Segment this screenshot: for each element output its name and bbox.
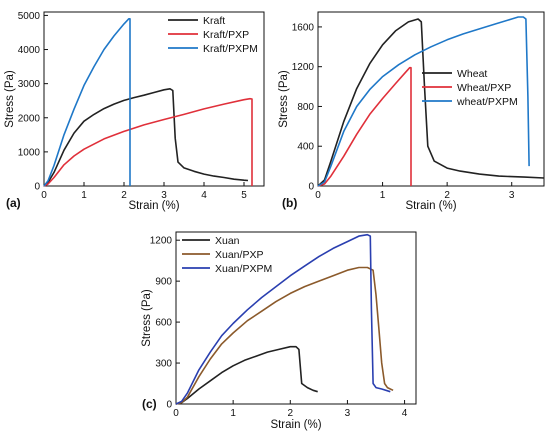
y-tick-label: 1200 [292,62,315,73]
y-tick-label: 3000 [18,79,41,90]
legend-label: wheat/PXPM [456,96,518,108]
legend: Wheat Wheat/PXP wheat/PXPM [422,68,518,108]
x-tick-label: 0 [315,190,321,201]
legend-label: Xuan/PXPM [215,263,272,275]
series-line-kraft-pxpm [43,17,131,187]
legend-label: Wheat/PXP [457,82,511,94]
x-tick-label: 1 [380,190,386,201]
y-tick-label: 4000 [18,45,41,56]
y-tick-label: 0 [308,182,314,193]
x-tick-label: 0 [173,408,179,419]
x-tick-label: 0 [41,190,47,201]
y-tick-label: 1200 [150,236,173,247]
series-line-kraft-pxp [43,97,253,187]
x-tick-label: 3 [345,408,351,419]
y-tick-label: 2000 [18,113,41,124]
y-tick-label: 300 [155,359,172,370]
plot-frame [317,11,545,187]
chart-panel-3: 0 1 2 3 4 0 300 600 900 1200 Strain (%) Stress (Pa)… [141,231,417,431]
y-tick-label: 600 [155,318,172,329]
x-tick-label: 1 [230,408,236,419]
y-tick-label: 800 [297,102,314,113]
x-tick-label: 4 [201,190,207,201]
plot-frame [43,11,265,187]
x-tick-label: 1 [81,190,87,201]
series-line-wheat-pxpm [317,16,530,187]
panel-label: (a) [6,196,21,210]
series-line-wheat-pxp [317,66,412,187]
y-axis-label: Stress (Pa) [278,70,290,128]
y-axis-label: Stress (Pa) [4,70,16,128]
series-line-wheat [317,18,545,187]
legend-label: Kraft/PXPM [203,43,258,55]
plot-frame [175,231,417,405]
x-tick-label: 4 [402,408,408,419]
legend: Xuan Xuan/PXP Xuan/PXPM [182,235,272,275]
panel-label: (c) [142,397,157,411]
x-tick-label: 2 [444,190,450,201]
chart-panel-2: 0 1 2 3 0 400 800 1200 1600 Strain (%) Stress (Pa)… [278,11,545,212]
y-tick-label: 0 [166,400,172,411]
x-tick-label: 3 [161,190,167,201]
y-tick-label: 1000 [18,147,41,158]
x-axis-label: Strain (%) [128,200,179,212]
series-line-xuan [175,345,318,405]
y-tick-label: 0 [34,182,40,193]
x-tick-label: 2 [121,190,127,201]
y-axis-label: Stress (Pa) [141,289,153,347]
y-tick-label: 400 [297,142,314,153]
x-axis-label: Strain (%) [405,200,456,212]
legend: Kraft Kraft/PXP Kraft/PXPM [168,15,258,55]
x-tick-label: 3 [509,190,515,201]
legend-label: Xuan [215,235,240,247]
legend-label: Wheat [457,68,487,80]
y-tick-label: 5000 [18,11,41,22]
legend-label: Kraft/PXP [203,29,249,41]
x-tick-label: 2 [288,408,294,419]
y-tick-label: 1600 [292,22,315,33]
series-line-xuan-pxpm [175,233,391,405]
series-line-xuan-pxp [175,266,394,405]
legend-label: Xuan/PXP [215,249,263,261]
panel-label: (b) [282,196,297,210]
legend-label: Kraft [203,15,225,27]
x-tick-label: 5 [241,190,247,201]
y-tick-label: 900 [155,277,172,288]
x-axis-label: Strain (%) [270,419,321,431]
chart-panel-1: 0 1 2 3 4 5 0 1000 2000 3000 4000 5000 Strain (%) Str… [4,11,265,212]
series-line-kraft [43,88,249,187]
